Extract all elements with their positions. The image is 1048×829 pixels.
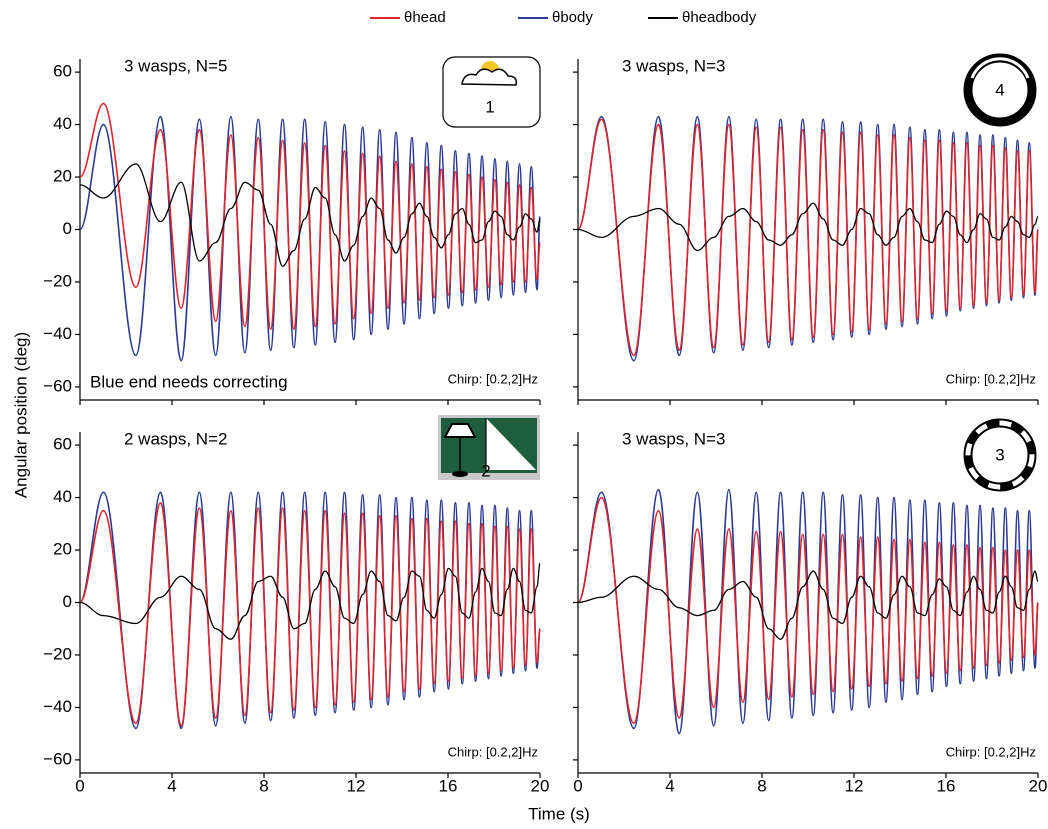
y-tick-label: 40	[53, 114, 72, 133]
annotation: Chirp: [0.2,2]Hz	[946, 744, 1036, 759]
y-axis-label: Angular position (deg)	[11, 332, 30, 498]
series-line	[577, 118, 1039, 357]
annotation: Chirp: [0.2,2]Hz	[448, 744, 538, 759]
annotation: Chirp: [0.2,2]Hz	[946, 371, 1036, 386]
x-tick-label: 0	[75, 776, 84, 795]
panel-title: 3 wasps, N=5	[124, 56, 227, 75]
panel-title: 3 wasps, N=3	[622, 56, 725, 75]
icon-cloud	[442, 56, 541, 128]
panel-title: 2 wasps, N=2	[124, 429, 227, 448]
legend-label: θheadbody	[682, 9, 757, 26]
y-tick-label: −20	[43, 271, 72, 290]
y-tick-label: −60	[43, 749, 72, 768]
series-line	[79, 102, 541, 330]
y-tick-label: 40	[53, 487, 72, 506]
x-tick-label: 12	[845, 776, 864, 795]
y-tick-label: 60	[53, 62, 72, 81]
x-tick-label: 20	[1029, 776, 1048, 795]
x-axis-label: Time (s)	[528, 804, 590, 823]
series-line	[577, 496, 1039, 724]
note: Blue end needs correcting	[90, 372, 288, 391]
x-tick-label: 8	[259, 776, 268, 795]
icon-ring-4	[963, 53, 1037, 127]
series-line	[577, 488, 1039, 735]
y-tick-label: 20	[53, 540, 72, 559]
x-tick-label: 8	[757, 776, 766, 795]
x-tick-label: 16	[439, 776, 458, 795]
x-tick-label: 12	[347, 776, 366, 795]
legend-label: θbody	[552, 9, 593, 26]
y-tick-label: 0	[63, 592, 72, 611]
y-tick-label: −40	[43, 697, 72, 716]
icon-ring-3	[963, 418, 1037, 492]
panel-title: 3 wasps, N=3	[622, 429, 725, 448]
x-tick-label: 20	[531, 776, 550, 795]
legend-label: θhead	[404, 9, 446, 26]
series-line	[577, 202, 1039, 252]
x-tick-label: 4	[665, 776, 674, 795]
icon-lamp	[438, 415, 540, 480]
icon-label: 3	[995, 445, 1004, 464]
icon-label: 2	[481, 461, 490, 480]
y-tick-label: 0	[63, 219, 72, 238]
x-tick-label: 4	[167, 776, 176, 795]
annotation: Chirp: [0.2,2]Hz	[448, 371, 538, 386]
y-tick-label: 60	[53, 435, 72, 454]
series-line	[577, 570, 1039, 640]
series-line	[79, 562, 541, 640]
y-tick-label: 20	[53, 167, 72, 186]
y-tick-label: −20	[43, 644, 72, 663]
icon-label: 1	[485, 97, 494, 116]
y-tick-label: −40	[43, 324, 72, 343]
icon-label: 4	[995, 80, 1004, 99]
y-tick-label: −60	[43, 376, 72, 395]
x-tick-label: 0	[573, 776, 582, 795]
series-line	[79, 163, 541, 267]
x-tick-label: 16	[937, 776, 956, 795]
